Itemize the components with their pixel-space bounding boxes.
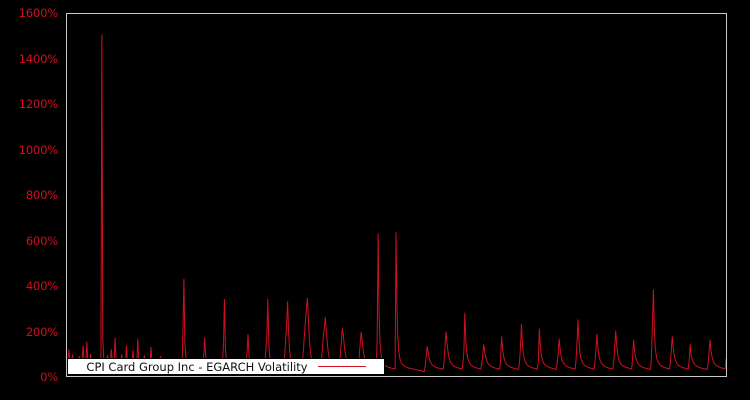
series-line (67, 34, 726, 373)
y-tick-label-0: 0% (40, 370, 58, 384)
y-tick-label-1: 200% (25, 324, 58, 339)
y-tick-label-6: 1200% (18, 97, 58, 111)
y-axis: 0% 200% 400% 600% 800% 1000% 1200% 1400% 1600% (0, 0, 66, 400)
y-tick-label-7: 1400% (18, 51, 58, 66)
plot-area (66, 13, 727, 377)
y-tick-label-8: 1600% (18, 6, 58, 20)
y-tick-label-3: 600% (25, 233, 58, 248)
y-tick-label-5: 1000% (18, 142, 58, 157)
y-tick-label-4: 800% (25, 188, 58, 202)
legend-line-swatch (317, 366, 366, 367)
y-tick-label-2: 400% (25, 279, 58, 293)
legend: CPI Card Group Inc - EGARCH Volatility (67, 358, 385, 375)
legend-label: CPI Card Group Inc - EGARCH Volatility (86, 359, 308, 374)
volatility-series (67, 34, 726, 373)
